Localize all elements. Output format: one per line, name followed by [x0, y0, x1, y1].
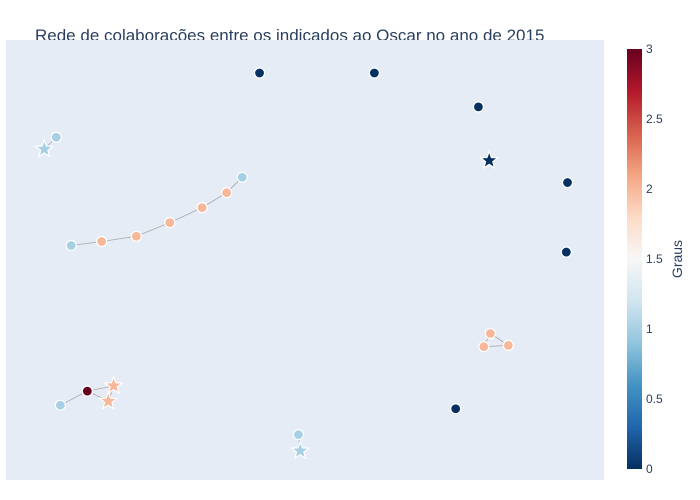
- node-marker[interactable]: [560, 246, 572, 258]
- node-marker[interactable]: [81, 385, 93, 397]
- colorbar-ticks: 0 0.5 1 1.5 2 2.5 3: [646, 42, 663, 476]
- node-marker[interactable]: [450, 403, 462, 415]
- network-edge: [169, 207, 203, 223]
- nodes-layer: [34, 67, 574, 460]
- colorbar-tick-label: 0: [646, 462, 653, 476]
- node-marker[interactable]: [54, 399, 67, 411]
- network-edge: [136, 222, 171, 237]
- node-marker[interactable]: [561, 176, 574, 189]
- node-marker[interactable]: [96, 235, 108, 248]
- colorbar-title: Graus: [669, 240, 685, 278]
- node-marker[interactable]: [236, 171, 248, 183]
- colorbar-tick-label: 1: [646, 322, 653, 336]
- colorbar-tick-label: 0.5: [646, 392, 663, 406]
- plot-background: [6, 40, 604, 480]
- node-marker[interactable]: [65, 239, 77, 252]
- node-star-marker[interactable]: [290, 440, 311, 460]
- colorbar-tick-label: 1.5: [646, 252, 663, 266]
- node-star-marker[interactable]: [478, 149, 500, 170]
- node-marker[interactable]: [253, 67, 266, 79]
- node-marker[interactable]: [472, 101, 485, 113]
- colorbar-tick-label: 2: [646, 182, 653, 196]
- node-marker[interactable]: [292, 429, 305, 441]
- node-marker[interactable]: [368, 67, 380, 79]
- node-marker[interactable]: [478, 341, 490, 353]
- node-marker[interactable]: [50, 131, 62, 143]
- node-marker[interactable]: [196, 202, 208, 214]
- colorbar-tick-label: 2.5: [646, 112, 663, 126]
- node-marker[interactable]: [164, 217, 176, 229]
- node-marker[interactable]: [502, 339, 514, 351]
- node-marker[interactable]: [130, 230, 142, 242]
- colorbar: [627, 49, 642, 469]
- node-star-marker[interactable]: [103, 375, 124, 395]
- node-star-marker[interactable]: [98, 390, 119, 410]
- colorbar-tick-label: 3: [646, 42, 653, 56]
- network-edge: [101, 235, 137, 242]
- node-star-marker[interactable]: [34, 138, 55, 158]
- node-marker[interactable]: [221, 187, 233, 199]
- node-marker[interactable]: [484, 327, 496, 340]
